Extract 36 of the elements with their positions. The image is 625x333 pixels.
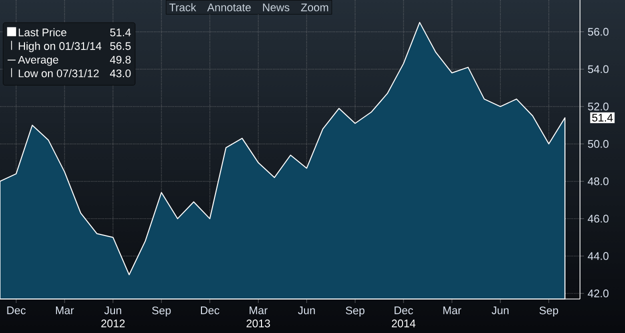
annotation: 51.4 — [592, 114, 613, 122]
y-tick-label: 42.0 — [588, 290, 609, 298]
y-tick-label: 50.0 — [588, 140, 609, 148]
annotation: 51.4 — [110, 28, 131, 36]
annotation: High on 01/31/14 — [18, 42, 102, 52]
annotation: Zoom — [301, 4, 328, 12]
x-tick-label: Dec — [7, 306, 26, 314]
x-tick-label: Sep — [346, 306, 364, 317]
y-tick-label: 44.0 — [588, 252, 609, 260]
annotation: Average — [18, 56, 58, 66]
text: 2014 — [392, 320, 416, 328]
x-tick-label: Mar — [250, 306, 268, 314]
x-tick-label: Jun — [492, 306, 509, 314]
x-tick-label: Mar — [56, 306, 74, 314]
annotation: News — [263, 4, 290, 12]
x-tick-label: Sep — [540, 306, 558, 317]
legend-label: Last Price — [18, 28, 66, 36]
text: 2013 — [246, 320, 270, 328]
x-tick-label: Jun — [298, 306, 315, 314]
annotation: 43.0 — [110, 69, 131, 78]
annotation: Low on 07/31/12 — [18, 69, 99, 78]
annotation: Track — [169, 3, 196, 12]
x-tick-label: Dec — [394, 306, 414, 314]
y-tick-label: 52.0 — [588, 102, 609, 110]
x-tick-label: Sep — [152, 306, 171, 317]
x-tick-label: Jun — [104, 306, 122, 314]
y-tick-label: 54.0 — [588, 65, 609, 74]
annotation: Annotate — [207, 4, 251, 12]
y-tick-label: 56.0 — [588, 28, 609, 36]
annotation: 56.5 — [110, 42, 131, 50]
y-tick-label: 46.0 — [588, 214, 609, 223]
annotation: 49.8 — [110, 56, 131, 64]
x-tick-label: Dec — [200, 306, 220, 314]
y-tick-label: 48.0 — [588, 177, 609, 186]
text: 2012 — [101, 320, 125, 328]
x-tick-label: Mar — [443, 306, 462, 314]
